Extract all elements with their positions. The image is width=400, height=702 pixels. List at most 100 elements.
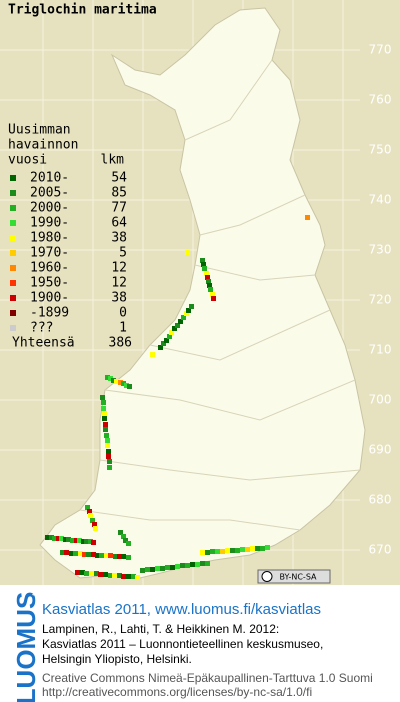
occurrence-square (103, 427, 108, 432)
legend-label: 1970- (30, 246, 69, 261)
occurrence-square (201, 262, 206, 267)
occurrence-square (93, 526, 98, 531)
occurrence-square (102, 416, 107, 421)
occurrence-square (113, 554, 118, 559)
occurrence-square (90, 518, 95, 523)
occurrence-square (165, 565, 170, 570)
footer-link[interactable]: Kasviatlas 2011, www.luomus.fi/kasviatla… (42, 601, 321, 618)
occurrence-square (101, 406, 106, 411)
occurrence-square (230, 548, 235, 553)
occurrence-square (101, 400, 106, 405)
occurrence-square (172, 326, 177, 331)
occurrence-square (265, 545, 270, 550)
legend-label: 2010- (30, 171, 69, 186)
occurrence-square (84, 571, 89, 576)
legend-count: 5 (119, 246, 127, 261)
legend-swatch (10, 295, 16, 301)
license-line: Creative Commons Nimeä-Epäkaupallinen-Ta… (42, 671, 373, 685)
legend-swatch (10, 190, 16, 196)
legend-swatch (10, 265, 16, 271)
legend-label: 2005- (30, 186, 69, 201)
occurrence-square (123, 538, 128, 543)
occurrence-square (167, 334, 172, 339)
occurrence-square (175, 323, 180, 328)
occurrence-square (49, 535, 54, 540)
occurrence-squares (45, 215, 310, 580)
occurrence-square (82, 552, 87, 557)
occurrence-square (210, 549, 215, 554)
occurrence-square (85, 505, 90, 510)
occurrence-square (121, 554, 126, 559)
occurrence-square (69, 551, 74, 556)
occurrence-square (87, 509, 92, 514)
occurrence-square (126, 574, 131, 579)
occurrence-square (170, 565, 175, 570)
occurrence-square (208, 287, 213, 292)
occurrence-square (164, 338, 169, 343)
occurrence-square (127, 384, 132, 389)
occurrence-square (88, 513, 93, 518)
occurrence-square (240, 547, 245, 552)
legend-label: 1950- (30, 276, 69, 291)
occurrence-square (205, 275, 210, 280)
occurrence-square (95, 553, 100, 558)
legend-heading: havainnon (8, 138, 78, 153)
occurrence-square (117, 573, 122, 578)
occurrence-square (220, 549, 225, 554)
occurrence-square (160, 566, 165, 571)
legend-swatch (10, 250, 16, 256)
occurrence-square (185, 563, 190, 568)
occurrence-square (94, 571, 99, 576)
occurrence-square (225, 548, 230, 553)
legend-count: 38 (111, 291, 127, 306)
occurrence-square (107, 459, 112, 464)
occurrence-square (211, 296, 216, 301)
occurrence-square (105, 438, 110, 443)
legend-heading: Uusimman (8, 123, 71, 138)
province-borders (79, 59, 361, 531)
occurrence-square (114, 379, 119, 384)
occurrence-square (185, 250, 190, 255)
occurrence-square (99, 553, 104, 558)
citation-line: Helsingin Yliopisto, Helsinki. (42, 652, 192, 666)
grid-label-y: 670 (369, 543, 392, 557)
occurrence-square (200, 561, 205, 566)
occurrence-square (75, 570, 80, 575)
occurrence-square (45, 535, 50, 540)
occurrence-square (108, 376, 113, 381)
legend-count: 12 (111, 276, 127, 291)
occurrence-square (161, 341, 166, 346)
grid-label-x: 360 (282, 585, 305, 599)
occurrence-square (73, 551, 78, 556)
grid-label-y: 750 (369, 143, 392, 157)
grid-label-y: 680 (369, 493, 392, 507)
legend-swatch (10, 205, 16, 211)
occurrence-square (52, 536, 57, 541)
occurrence-square (131, 574, 136, 579)
occurrence-square (305, 215, 310, 220)
occurrence-square (121, 534, 126, 539)
occurrence-square (66, 537, 71, 542)
occurrence-square (200, 258, 205, 263)
occurrence-square (105, 375, 110, 380)
occurrence-square (206, 279, 211, 284)
occurrence-square (140, 568, 145, 573)
occurrence-square (121, 574, 126, 579)
license-line[interactable]: http://creativecommons.org/licenses/by-n… (42, 685, 312, 699)
legend-swatch (10, 235, 16, 241)
occurrence-square (74, 538, 79, 543)
citation-line: Lampinen, R., Lahti, T. & Heikkinen M. 2… (42, 622, 279, 636)
occurrence-square (103, 422, 108, 427)
legend-swatch (10, 220, 16, 226)
occurrence-square (107, 465, 112, 470)
occurrence-square (89, 571, 94, 576)
legend-swatch (10, 175, 16, 181)
occurrence-square (104, 553, 109, 558)
grid-label-y: 700 (369, 393, 392, 407)
occurrence-square (126, 541, 131, 546)
occurrence-square (92, 522, 97, 527)
footer-background (0, 585, 400, 702)
occurrence-square (215, 549, 220, 554)
occurrence-square (189, 304, 194, 309)
